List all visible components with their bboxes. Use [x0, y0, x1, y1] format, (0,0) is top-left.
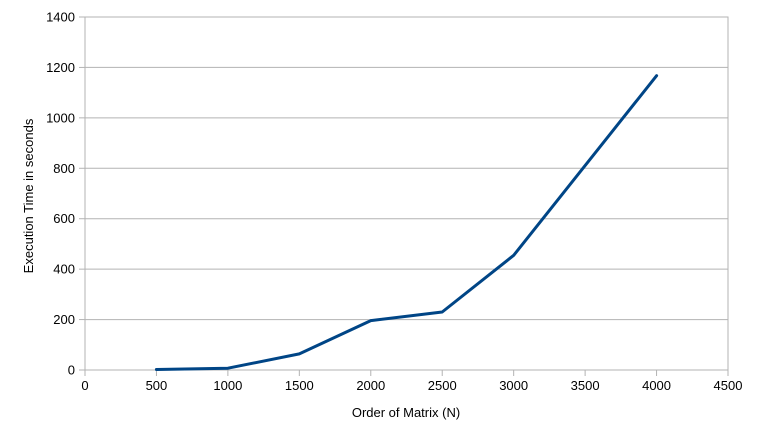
y-tick-label: 1200 — [46, 60, 75, 75]
y-tick-label: 600 — [53, 211, 75, 226]
y-tick-label: 1000 — [46, 110, 75, 125]
y-tick-label: 200 — [53, 312, 75, 327]
x-tick-label: 3500 — [571, 378, 600, 393]
series-line-0 — [154, 74, 659, 371]
gridlines — [85, 16, 728, 371]
x-tick-label: 4500 — [714, 378, 743, 393]
y-axis-ticks: 0 200 400 600 800 1000 1200 1400 — [46, 10, 85, 378]
x-tick-label: 0 — [81, 378, 88, 393]
y-tick-label: 1400 — [46, 10, 75, 25]
x-tick-label: 2000 — [356, 378, 385, 393]
y-axis-title: Execution Time in seconds — [21, 118, 36, 273]
x-tick-label: 1000 — [213, 378, 242, 393]
y-tick-label: 400 — [53, 262, 75, 277]
y-tick-label: 800 — [53, 161, 75, 176]
x-tick-label: 3000 — [499, 378, 528, 393]
x-tick-label: 1500 — [285, 378, 314, 393]
y-tick-label: 0 — [68, 363, 75, 378]
plot-area-frame — [84, 16, 729, 371]
series-group — [154, 74, 659, 371]
x-tick-label: 4000 — [642, 378, 671, 393]
x-axis-title: Order of Matrix (N) — [352, 405, 460, 420]
x-axis-ticks: 0 500 1000 1500 2000 2500 3000 3500 4000 4500 — [81, 370, 742, 393]
x-tick-label: 2500 — [428, 378, 457, 393]
x-tick-label: 500 — [146, 378, 168, 393]
